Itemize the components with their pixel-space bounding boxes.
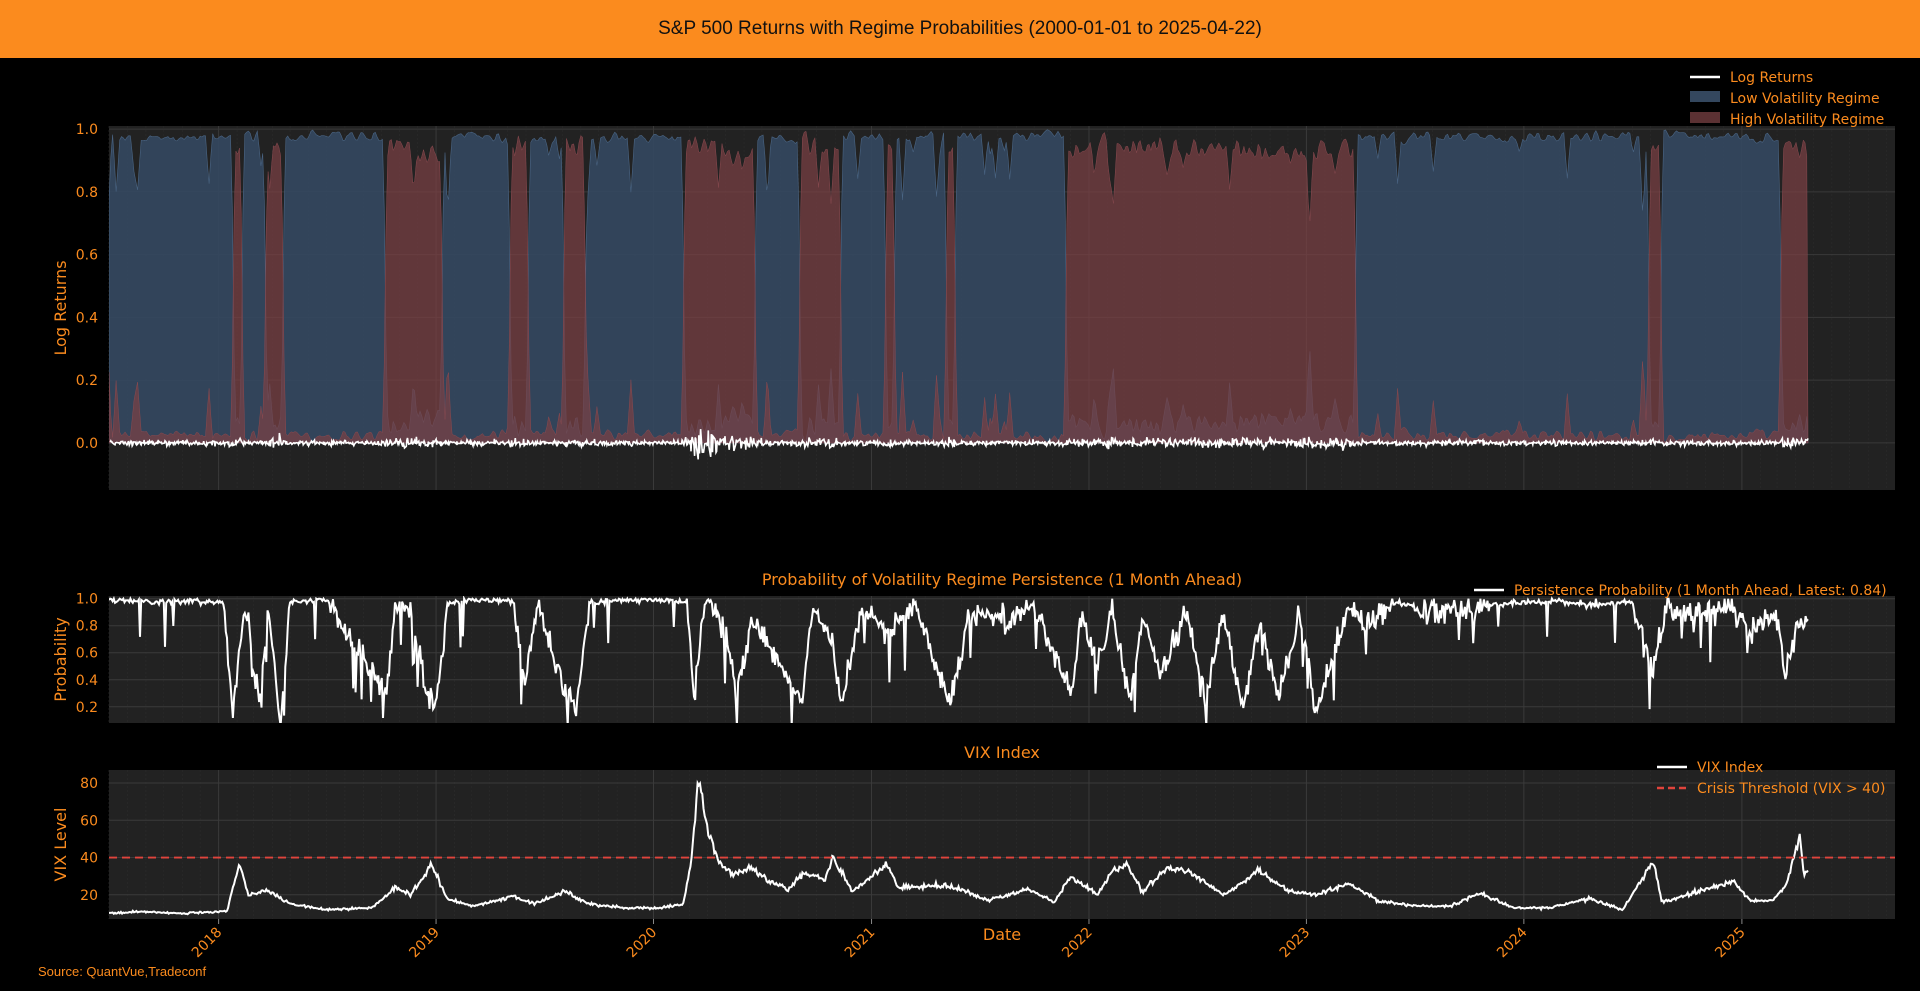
vix-layer xyxy=(109,779,1809,916)
x-axis-label: Date xyxy=(983,925,1021,944)
y-axis-label: VIX Level xyxy=(51,808,70,882)
legend-entry: VIX Index xyxy=(1657,760,1763,776)
legend-entry: Persistence Probability (1 Month Ahead, … xyxy=(1474,583,1887,599)
legend-entry: Log Returns xyxy=(1690,70,1813,86)
persistence-layer xyxy=(109,596,1809,723)
y-tick-label: 0.0 xyxy=(76,436,98,452)
y-tick-label: 0.2 xyxy=(76,700,98,716)
x-tick-label: 2019 xyxy=(406,925,443,962)
chart-figure: 1.0 0.8 0.6 0.4 0.2 0.0 Log Returns 1.0 0.8 0.6 0… xyxy=(51,70,1895,961)
low-volatility-area xyxy=(109,129,1809,444)
legend-swatch xyxy=(1690,112,1720,123)
x-tick-label: 2020 xyxy=(624,925,661,962)
legend-entry: Low Volatility Regime xyxy=(1690,91,1880,107)
y-axis-label: Log Returns xyxy=(51,260,70,355)
legend-label: Persistence Probability (1 Month Ahead, … xyxy=(1514,583,1887,599)
y-tick-label: 0.2 xyxy=(76,373,98,389)
vix-line xyxy=(109,779,1809,916)
y-tick-label: 80 xyxy=(80,776,98,792)
y-axis-label: Probability xyxy=(51,617,70,702)
y-tick-label: 0.4 xyxy=(76,673,98,689)
x-tick-label: 2025 xyxy=(1712,925,1749,962)
returns-regime-panel: 1.0 0.8 0.6 0.4 0.2 0.0 Log Returns xyxy=(51,122,1895,490)
legend-label: Crisis Threshold (VIX > 40) xyxy=(1697,781,1885,797)
y-tick-label: 0.8 xyxy=(76,185,98,201)
persistence-panel: 1.0 0.8 0.6 0.4 0.2 Probability of Volatility… xyxy=(51,570,1895,723)
legends: Log Returns Low Volatility Regime High Vol… xyxy=(1474,70,1887,797)
chart-title: S&P 500 Returns with Regime Probabilitie… xyxy=(658,18,1262,39)
log-returns-layer xyxy=(109,429,1809,460)
legend-entry: High Volatility Regime xyxy=(1690,112,1884,128)
panel-title: VIX Index xyxy=(964,743,1040,762)
x-tick-label: 2021 xyxy=(842,925,879,962)
legend-label: Low Volatility Regime xyxy=(1730,91,1880,107)
legend-label: Log Returns xyxy=(1730,70,1813,86)
grid xyxy=(108,770,1895,919)
y-tick-label: 1.0 xyxy=(76,122,98,138)
plot-area xyxy=(109,770,1895,919)
persistence-line xyxy=(109,596,1809,723)
y-tick-label: 60 xyxy=(80,813,98,829)
y-tick-label: 40 xyxy=(80,851,98,867)
x-tick-label: 2018 xyxy=(189,925,226,962)
panel-title: Probability of Volatility Regime Persist… xyxy=(762,570,1242,589)
regime-areas xyxy=(109,129,1809,444)
log-returns-line xyxy=(109,429,1809,460)
y-tick-label: 20 xyxy=(80,888,98,904)
legend-swatch xyxy=(1690,91,1720,102)
legend-label: High Volatility Regime xyxy=(1730,112,1884,128)
x-tick-label: 2022 xyxy=(1059,925,1096,962)
legend-entry: Crisis Threshold (VIX > 40) xyxy=(1657,781,1885,797)
source-note: Source: QuantVue,Tradeconf xyxy=(38,964,207,979)
y-tick-label: 1.0 xyxy=(76,592,98,608)
y-tick-label: 0.4 xyxy=(76,310,98,326)
y-tick-label: 0.8 xyxy=(76,619,98,635)
y-tick-label: 0.6 xyxy=(76,248,98,264)
legend-label: VIX Index xyxy=(1697,760,1763,776)
y-tick-label: 0.6 xyxy=(76,646,98,662)
high-volatility-area xyxy=(109,130,1809,444)
x-tick-label: 2024 xyxy=(1494,924,1531,961)
vix-panel: 80 60 40 20 VIX Index VIX Level 2018 2019 2020 20… xyxy=(51,743,1895,961)
title-bar: S&P 500 Returns with Regime Probabilitie… xyxy=(0,0,1920,58)
x-tick-label: 2023 xyxy=(1277,925,1314,962)
grid xyxy=(108,596,1895,723)
